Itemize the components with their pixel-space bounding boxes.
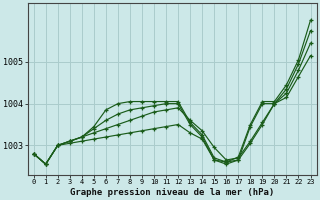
X-axis label: Graphe pression niveau de la mer (hPa): Graphe pression niveau de la mer (hPa): [70, 188, 274, 197]
